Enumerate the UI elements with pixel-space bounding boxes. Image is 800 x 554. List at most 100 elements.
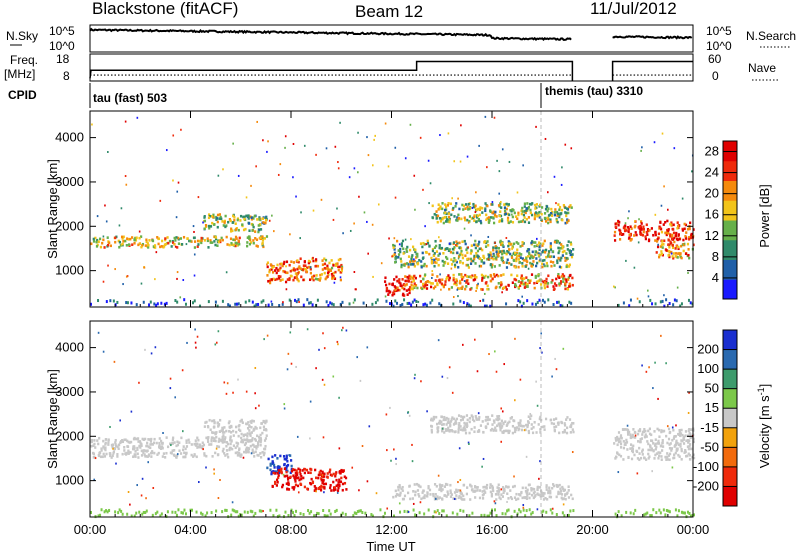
velocity-cell-0 (227, 455, 230, 459)
power-cell-6 (566, 248, 569, 251)
velocity-cell (572, 509, 575, 513)
power-cell-5 (500, 274, 503, 277)
power-noise (363, 211, 366, 214)
power-cell-0 (129, 237, 132, 241)
velocity-noise (386, 449, 388, 452)
velocity-cell-5 (447, 429, 450, 432)
power-cell-6 (478, 240, 481, 244)
velocity-cell-6 (685, 454, 688, 458)
velocity-cell (632, 512, 635, 516)
velocity-cell (195, 510, 198, 514)
power-cell-8 (641, 233, 644, 237)
velocity-cell (352, 514, 355, 518)
velocity-cell-6 (672, 437, 676, 440)
power-cell-7 (457, 213, 460, 217)
velocity-cell-1 (256, 434, 259, 438)
power-cell-0 (214, 237, 218, 241)
power-cell-8 (667, 232, 670, 235)
velocity-cell-6 (682, 442, 686, 445)
velocity-noise (205, 466, 207, 469)
power-cell-4 (398, 278, 401, 281)
velocity-cell-6 (675, 449, 678, 452)
velocity-cell-5 (569, 425, 572, 428)
velocity-cell (210, 511, 213, 515)
power-noise (303, 144, 306, 147)
power-cell-6 (536, 251, 539, 255)
velocity-xtick-label-1: 04:00 (174, 522, 207, 537)
power-cell-6 (457, 265, 460, 269)
power-noise (474, 211, 477, 214)
velocity-cell-4 (560, 493, 564, 496)
power-cell (531, 302, 534, 306)
power-cell-8 (630, 227, 633, 230)
velocity-cbar-seg-1 (723, 349, 737, 370)
velocity-cell (451, 511, 454, 515)
power-cell-3 (339, 270, 342, 274)
power-cell-0 (234, 244, 237, 248)
power-cell (687, 298, 690, 302)
power-cell-6 (515, 259, 518, 263)
power-cell-6 (501, 256, 504, 259)
power-cell-5 (514, 284, 518, 288)
velocity-cell-5 (436, 426, 439, 430)
velocity-cell-1 (246, 426, 250, 430)
power-cell-6 (444, 247, 448, 251)
velocity-noise (351, 466, 354, 469)
power-cell-6 (458, 253, 461, 257)
velocity-cell (108, 508, 111, 512)
velocity-cell-5 (497, 422, 500, 426)
velocity-cell-0 (93, 439, 96, 442)
power-cell-6 (489, 253, 492, 257)
velocity-cell-0 (261, 450, 264, 454)
velocity-cell-6 (657, 456, 660, 460)
velocity-noise (666, 425, 669, 428)
velocity-noise (306, 328, 309, 331)
velocity-cell-4 (541, 493, 544, 496)
power-cell-4 (396, 279, 399, 283)
power-cell (452, 302, 455, 306)
velocity-cell-5 (445, 423, 448, 426)
power-cell-8 (692, 228, 695, 231)
power-cell-1 (216, 213, 220, 217)
power-cell-5 (429, 285, 433, 289)
power-cell-2 (282, 262, 285, 266)
power-cell-0 (171, 239, 174, 243)
velocity-cell (141, 512, 144, 516)
velocity-cell-0 (102, 445, 105, 448)
power-noise (267, 140, 269, 143)
power-cell (149, 300, 152, 304)
power-noise (124, 120, 127, 123)
power-noise (553, 175, 556, 178)
velocity-cell-3 (334, 472, 337, 476)
velocity-cell-4 (414, 490, 417, 494)
velocity-cell-6 (619, 440, 622, 443)
velocity-cell-4 (440, 489, 443, 493)
velocity-cell-6 (622, 446, 626, 450)
power-noise (438, 236, 440, 239)
velocity-noise (522, 503, 525, 506)
power-noise (612, 285, 615, 288)
power-cell-7 (446, 220, 450, 223)
power-cell-7 (489, 216, 493, 219)
velocity-cell (691, 514, 694, 518)
power-cell-6 (456, 242, 459, 245)
velocity-cell-3 (291, 468, 295, 471)
velocity-cell-6 (641, 433, 644, 436)
power-noise (521, 295, 523, 298)
velocity-cell-4 (517, 497, 520, 501)
power-cell-0 (138, 236, 141, 240)
velocity-cell-4 (536, 488, 539, 492)
velocity-cell-5 (454, 421, 457, 425)
velocity-cell-4 (558, 483, 561, 487)
power-cell-8 (620, 233, 624, 236)
power-cell-5 (497, 274, 500, 278)
power-cell-7 (507, 203, 511, 206)
power-cell-7 (510, 209, 513, 213)
power-cell-6 (516, 248, 519, 252)
velocity-cell-3 (313, 485, 316, 488)
velocity-cell-3 (330, 474, 334, 477)
velocity-cell (468, 514, 471, 518)
power-cell-6 (534, 241, 537, 244)
velocity-noise (345, 329, 348, 332)
power-cell-5 (421, 287, 424, 291)
